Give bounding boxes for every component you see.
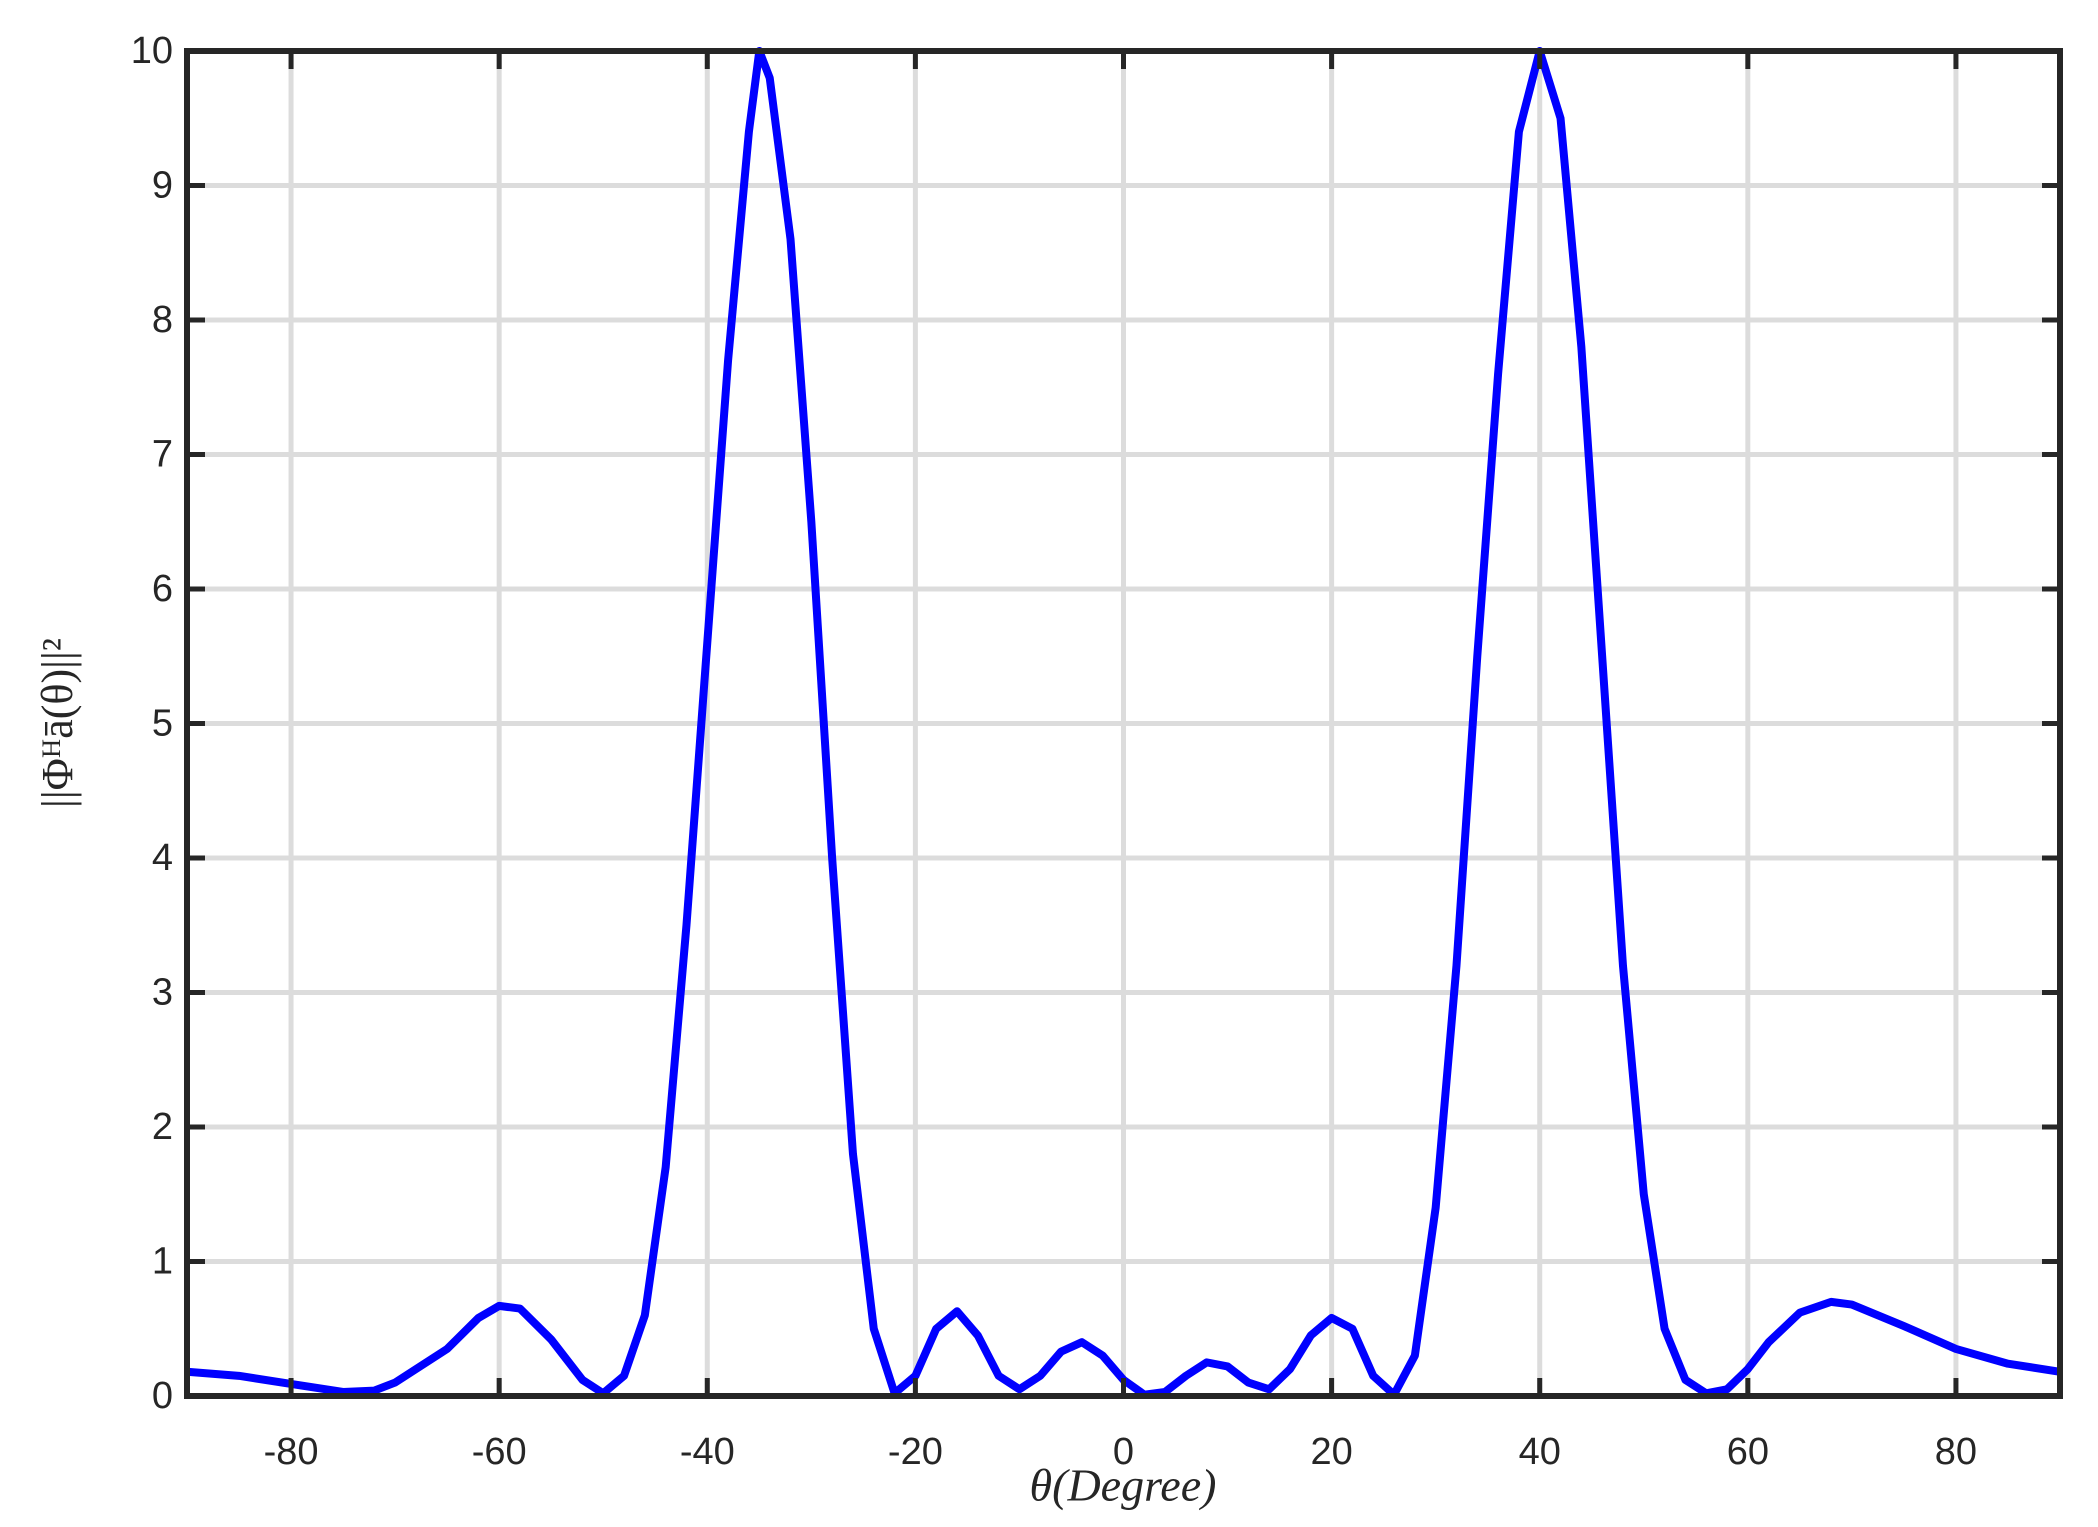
y-tick-label: 0 — [152, 1375, 173, 1417]
x-tick-label: -40 — [680, 1431, 735, 1473]
y-tick-label: 8 — [152, 299, 173, 341]
y-tick-label: 6 — [152, 568, 173, 610]
x-tick-label: -60 — [472, 1431, 527, 1473]
y-tick-label: 1 — [152, 1241, 173, 1283]
y-tick-label: 9 — [152, 165, 173, 207]
y-tick-label: 7 — [152, 434, 173, 476]
x-tick-label: 0 — [1113, 1431, 1134, 1473]
y-tick-label: 5 — [152, 703, 173, 745]
x-axis-label: θ(Degree) — [1030, 1460, 1217, 1511]
y-tick-label: 4 — [152, 837, 173, 879]
y-tick-label: 2 — [152, 1106, 173, 1148]
x-tick-label: -20 — [888, 1431, 943, 1473]
axes-box — [184, 48, 2063, 1399]
x-tick-label: 80 — [1935, 1431, 1977, 1473]
x-tick-label: 40 — [1519, 1431, 1561, 1473]
y-tick-label: 3 — [152, 972, 173, 1014]
x-tick-label: 60 — [1727, 1431, 1769, 1473]
grid — [187, 48, 2060, 1399]
x-tick-label: -80 — [264, 1431, 319, 1473]
x-tick-label: 20 — [1310, 1431, 1352, 1473]
y-tick-label: 10 — [131, 30, 173, 72]
axes: -80 -60 -40 -20 0 20 40 60 80 0 1 2 3 4 5 6 7 8 9 10 — [131, 30, 2063, 1473]
y-axis-label: ||Φᴴā(θ)||² — [33, 638, 82, 808]
